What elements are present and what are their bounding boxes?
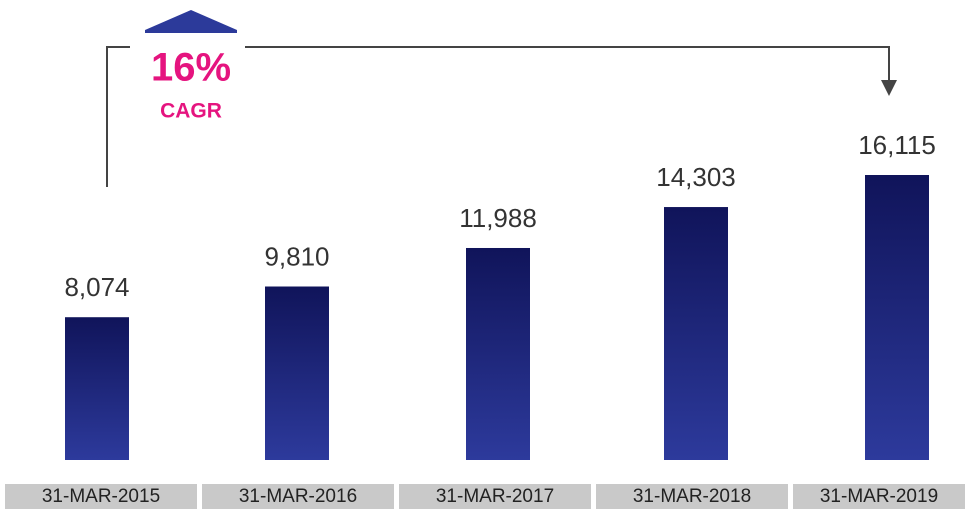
category-box <box>596 484 788 509</box>
up-arrow-base <box>145 30 237 33</box>
arrow-head <box>881 80 897 96</box>
x-tick-label: 31-MAR-2017 <box>436 486 554 507</box>
cagr-label: CAGR <box>160 100 222 123</box>
category-box <box>5 484 197 509</box>
value-label: 8,074 <box>64 272 129 302</box>
cagr-bracket <box>106 46 890 187</box>
x-tick-label: 31-MAR-2019 <box>820 486 938 507</box>
value-label: 9,810 <box>264 241 329 271</box>
bar <box>664 207 728 460</box>
x-tick-label: 31-MAR-2018 <box>633 486 751 507</box>
cagr-value: 16% <box>151 46 231 90</box>
value-label: 16,115 <box>858 130 936 160</box>
x-tick-label: 31-MAR-2015 <box>42 486 160 507</box>
bar <box>265 286 329 460</box>
value-label: 14,303 <box>656 162 736 192</box>
bar <box>466 247 530 460</box>
category-box <box>399 484 591 509</box>
value-label: 11,988 <box>459 203 537 233</box>
up-arrow <box>145 10 237 30</box>
category-box <box>202 484 394 509</box>
bar <box>865 175 929 460</box>
x-tick-label: 31-MAR-2016 <box>239 486 357 507</box>
category-box <box>793 484 965 509</box>
bar <box>65 317 129 460</box>
